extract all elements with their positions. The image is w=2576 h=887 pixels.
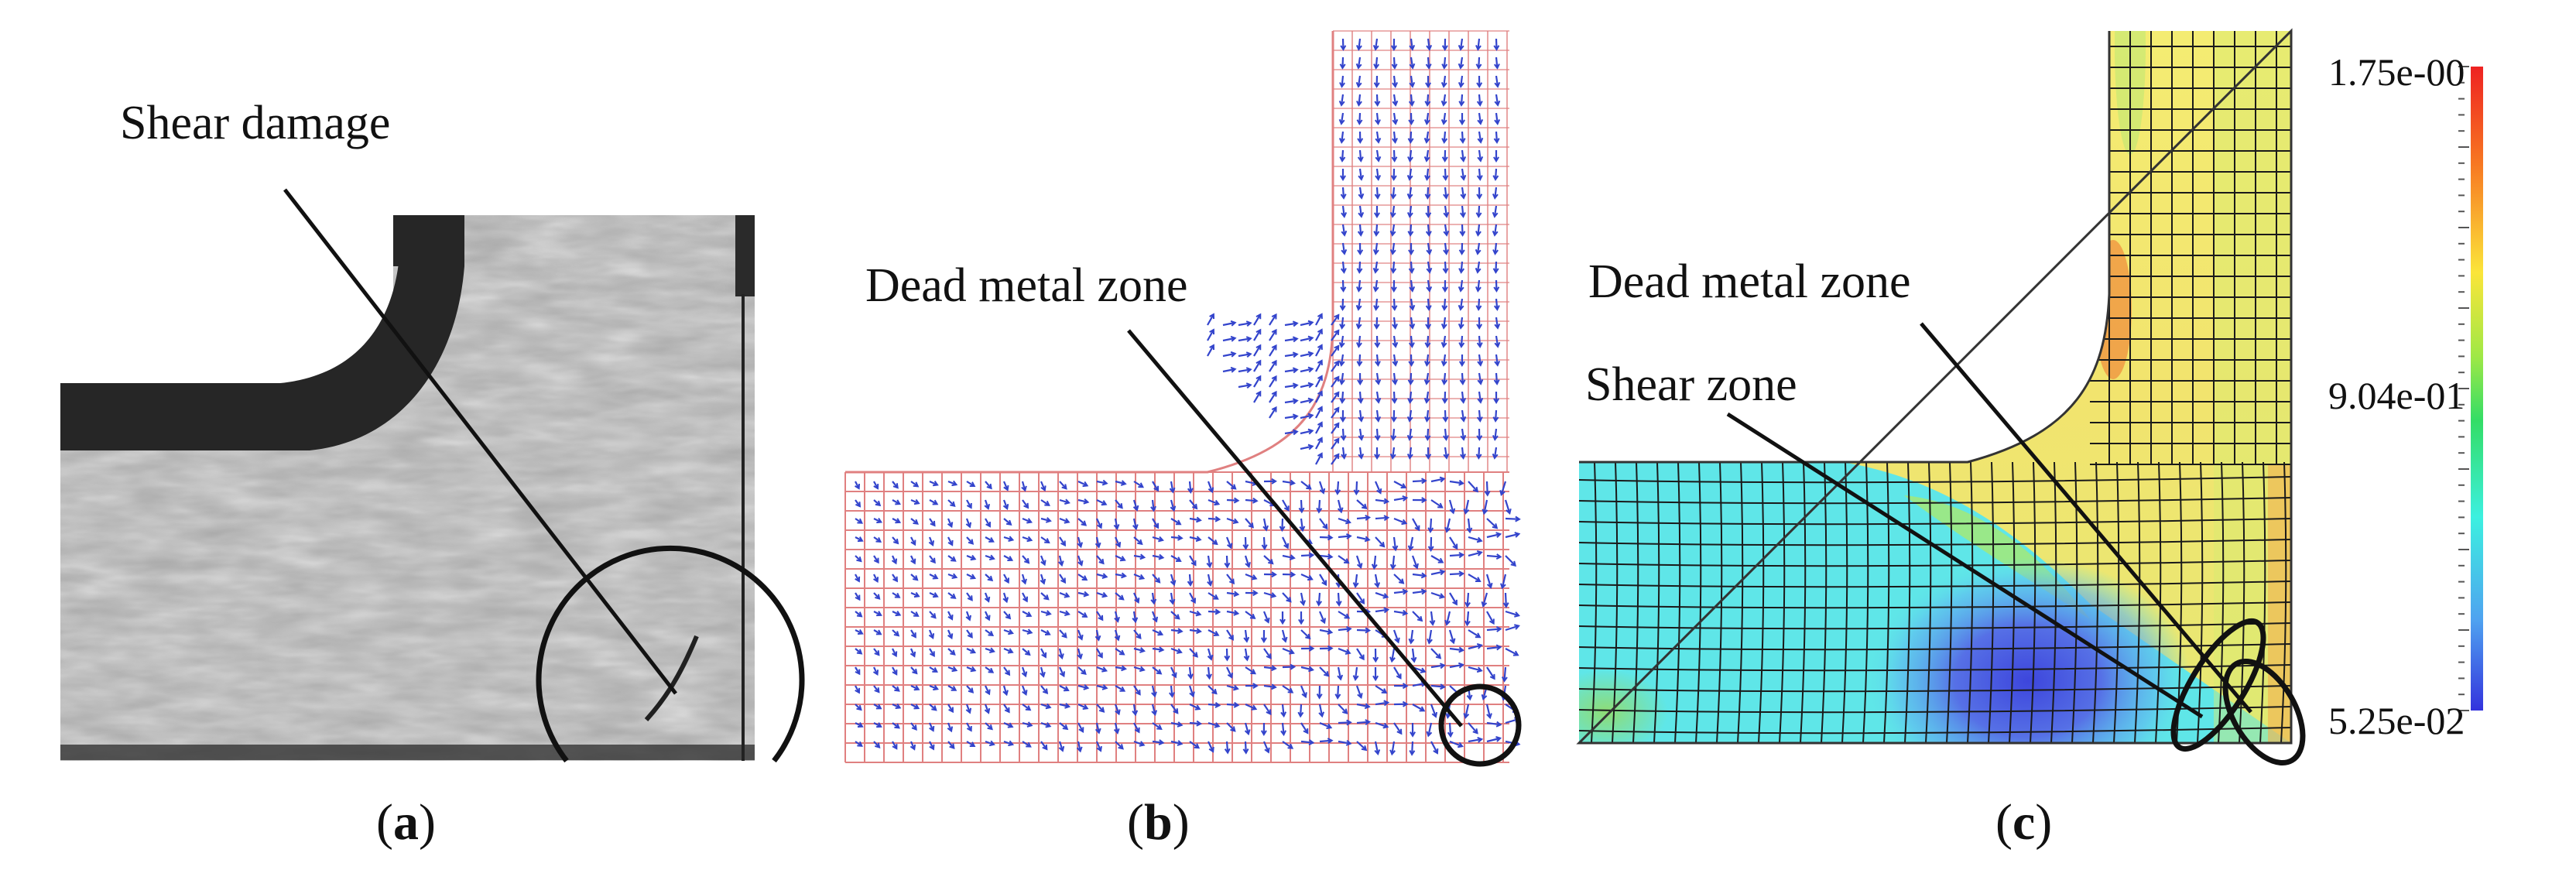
panel-a-micrograph (60, 190, 802, 761)
caption-b: (b) (1127, 797, 1190, 848)
caption-c: (c) (1995, 797, 2052, 848)
caption-a-letter: a (393, 794, 419, 851)
caption-c-letter: c (2012, 794, 2035, 851)
caption-b-close: ) (1173, 794, 1190, 851)
die-dark-corner (393, 215, 464, 266)
caption-a-close: ) (419, 794, 436, 851)
colorbar-mid-label: 9.04e-01 (2328, 376, 2465, 415)
caption-c-open: ( (1995, 794, 2012, 851)
caption-a: (a) (376, 797, 436, 848)
specimen-bottom-edge (60, 745, 755, 760)
field-blue-region (1865, 557, 2191, 805)
colorbar-max-label: 1.75e-00 (2328, 53, 2465, 91)
colorbar-min-label: 5.25e-02 (2328, 701, 2465, 740)
panel-b-vector-field (845, 31, 1519, 764)
caption-b-open: ( (1127, 794, 1144, 851)
dead-metal-zone-circle-b (1441, 687, 1519, 764)
colorbar-gradient (2471, 67, 2483, 711)
annotation-dead-metal-zone-b: Dead metal zone (865, 262, 1188, 310)
caption-c-close: ) (2035, 794, 2052, 851)
panel-b-vectors (855, 39, 1519, 755)
annotation-shear-damage: Shear damage (120, 99, 390, 147)
caption-b-letter: b (1144, 794, 1173, 851)
caption-a-open: ( (376, 794, 393, 851)
die-right-edge (735, 215, 755, 296)
field-corner-orange (2095, 240, 2132, 379)
annotation-dead-metal-zone-c: Dead metal zone (1588, 258, 1911, 306)
annotation-shear-zone: Shear zone (1585, 361, 1797, 409)
field-right-orange (2268, 464, 2291, 743)
